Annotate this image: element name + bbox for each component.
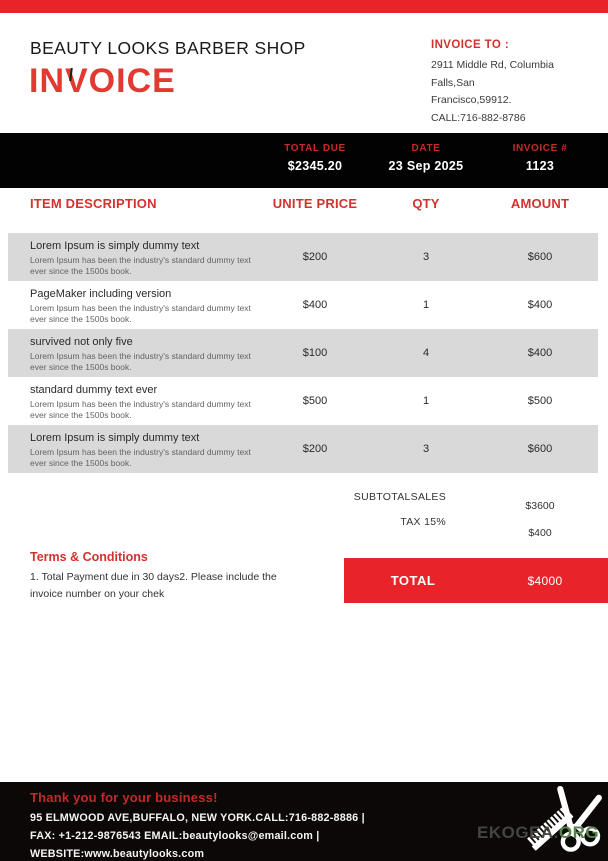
- item-subtitle: Lorem Ipsum has been the industry's stan…: [30, 398, 251, 420]
- column-header-unit-price: UNITE PRICE: [272, 196, 358, 211]
- page-title: INVOICE: [29, 62, 176, 100]
- item-unit-price: $400: [302, 299, 328, 311]
- watermark-gray-part: EKOGEA.: [477, 823, 559, 842]
- invoice-number-label: INVOICE #: [512, 143, 568, 154]
- item-amount: $400: [527, 299, 553, 311]
- date-value: 23 Sep 2025: [388, 159, 464, 173]
- subtotal-value: $3600: [525, 500, 555, 512]
- top-accent-bar: [0, 0, 608, 13]
- item-title: Lorem Ipsum is simply dummy text: [30, 431, 200, 444]
- summary-bar: TOTAL DUE $2345.20 DATE 23 Sep 2025 INVO…: [0, 133, 608, 188]
- invoice-number-cell: INVOICE # 1123: [482, 133, 598, 188]
- column-header-qty: QTY: [412, 196, 440, 211]
- scissors-comb-icon: [527, 785, 602, 852]
- table-row: standard dummy text ever Lorem Ipsum has…: [8, 377, 598, 425]
- column-header-amount: AMOUNT: [510, 196, 570, 211]
- item-qty: 3: [422, 251, 430, 263]
- item-unit-price: $200: [302, 251, 328, 263]
- item-title: standard dummy text ever: [30, 383, 158, 396]
- item-subtitle: Lorem Ipsum has been the industry's stan…: [30, 302, 251, 324]
- invoice-to-address-line: 2911 Middle Rd, Columbia Falls,San: [431, 59, 554, 89]
- item-subtitle: Lorem Ipsum has been the industry's stan…: [30, 254, 251, 276]
- item-subtitle: Lorem Ipsum has been the industry's stan…: [30, 350, 251, 372]
- item-subtitle: Lorem Ipsum has been the industry's stan…: [30, 446, 251, 468]
- table-header-row: ITEM DESCRIPTION UNITE PRICE QTY AMOUNT: [8, 196, 598, 211]
- footer: Thank you for your business! 95 ELMWOOD …: [0, 782, 608, 861]
- item-unit-price: $200: [302, 443, 328, 455]
- item-qty: 4: [422, 347, 430, 359]
- invoice-to-phone-line: CALL:716-882-8786: [431, 111, 526, 124]
- footer-address-line: 95 ELMWOOD AVE,BUFFALO, NEW YORK.CALL:71…: [30, 812, 365, 824]
- footer-contact-line: FAX: +1-212-9876543 EMAIL:beautylooks@em…: [30, 830, 320, 842]
- item-qty: 1: [422, 299, 430, 311]
- table-row: Lorem Ipsum is simply dummy text Lorem I…: [8, 425, 598, 473]
- item-unit-price: $100: [302, 347, 328, 359]
- table-row: PageMaker including version Lorem Ipsum …: [8, 281, 598, 329]
- shop-name: BEAUTY LOOKS BARBER SHOP: [30, 38, 306, 58]
- tax-label: TAX 15%: [400, 516, 446, 528]
- terms-heading: Terms & Conditions: [30, 550, 148, 564]
- total-due-cell: TOTAL DUE $2345.20: [260, 133, 370, 188]
- footer-website-line: WEBSITE:www.beautylooks.com: [30, 848, 205, 860]
- subtotal-label: SUBTOTALSALES: [353, 491, 446, 503]
- item-amount: $500: [527, 395, 553, 407]
- tax-value: $400: [528, 527, 552, 539]
- total-value: $4000: [527, 573, 563, 588]
- table-row: Lorem Ipsum is simply dummy text Lorem I…: [8, 233, 598, 281]
- invoice-to-block: INVOICE TO : 2911 Middle Rd, Columbia Fa…: [431, 39, 596, 127]
- watermark-green-part: ORG: [558, 823, 600, 842]
- table-row: survived not only five Lorem Ipsum has b…: [8, 329, 598, 377]
- date-cell: DATE 23 Sep 2025: [370, 133, 482, 188]
- terms-body: 1. Total Payment due in 30 days2. Please…: [30, 571, 277, 600]
- item-unit-price: $500: [302, 395, 328, 407]
- item-qty: 1: [422, 395, 430, 407]
- item-title: survived not only five: [30, 335, 133, 348]
- total-due-value: $2345.20: [287, 159, 343, 173]
- item-amount: $400: [527, 347, 553, 359]
- invoice-to-address-line: Francisco,59912.: [431, 94, 512, 106]
- item-amount: $600: [527, 251, 553, 263]
- item-title: Lorem Ipsum is simply dummy text: [30, 239, 200, 252]
- thank-you-text: Thank you for your business!: [30, 790, 218, 805]
- total-due-label: TOTAL DUE: [284, 143, 346, 154]
- items-table: Lorem Ipsum is simply dummy text Lorem I…: [8, 233, 598, 473]
- invoice-to-label: INVOICE TO :: [431, 39, 510, 51]
- total-box: TOTAL $4000: [344, 558, 608, 603]
- invoice-number-value: 1123: [525, 159, 555, 173]
- item-title: PageMaker including version: [30, 287, 172, 300]
- watermark-text: EKOGEA.ORG: [477, 823, 599, 843]
- column-header-description: ITEM DESCRIPTION: [30, 196, 157, 211]
- date-label: DATE: [411, 143, 441, 154]
- terms-block: Terms & Conditions 1. Total Payment due …: [30, 550, 320, 603]
- item-amount: $600: [527, 443, 553, 455]
- total-label: TOTAL: [390, 573, 436, 588]
- item-qty: 3: [422, 443, 430, 455]
